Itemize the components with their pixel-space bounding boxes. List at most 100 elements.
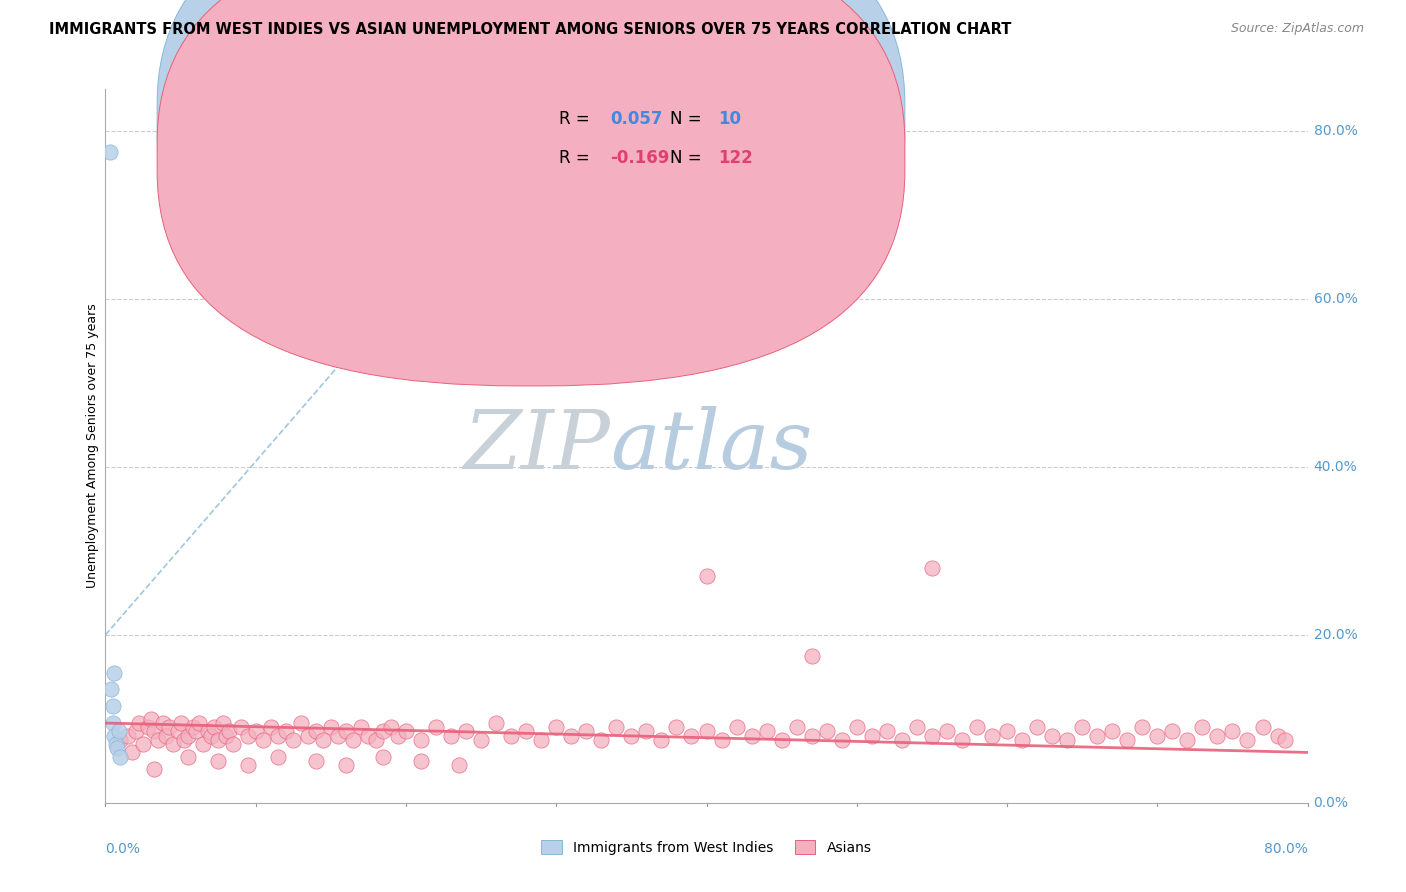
Point [1040, 729, 1063, 743]
Point [1251, 720, 1274, 734]
Point [267, 749, 290, 764]
Point [530, 732, 553, 747]
Point [238, 729, 260, 743]
Text: 122: 122 [718, 149, 754, 167]
Text: IMMIGRANTS FROM WEST INDIES VS ASIAN UNEMPLOYMENT AMONG SENIORS OVER 75 YEARS CO: IMMIGRANTS FROM WEST INDIES VS ASIAN UNE… [49, 22, 1011, 37]
Text: N =: N = [671, 149, 702, 167]
Point [800, 729, 823, 743]
Point [373, 724, 395, 739]
Text: 20.0%: 20.0% [1313, 628, 1357, 642]
Legend: Immigrants from West Indies, Asians: Immigrants from West Indies, Asians [536, 834, 877, 860]
FancyBboxPatch shape [157, 0, 905, 347]
Point [124, 724, 146, 739]
Point [197, 724, 219, 739]
Point [364, 732, 387, 747]
Point [319, 720, 342, 734]
Point [202, 720, 225, 734]
Point [252, 732, 274, 747]
Point [860, 729, 883, 743]
Point [800, 648, 823, 663]
Point [696, 724, 718, 739]
Point [710, 732, 733, 747]
Point [200, 729, 222, 743]
Text: ZIP: ZIP [464, 406, 610, 486]
Point [207, 754, 229, 768]
Point [981, 729, 1004, 743]
Point [121, 746, 143, 760]
Point [409, 732, 432, 747]
Point [342, 732, 364, 747]
Point [890, 732, 912, 747]
Point [409, 754, 432, 768]
Point [995, 724, 1018, 739]
Text: 60.0%: 60.0% [1313, 292, 1357, 306]
Point [1026, 720, 1049, 734]
Text: R =: R = [558, 111, 589, 128]
Point [155, 729, 177, 743]
Point [142, 762, 165, 776]
Point [620, 729, 643, 743]
Point [1222, 724, 1244, 739]
Point [187, 716, 209, 731]
Point [108, 724, 131, 739]
Text: 10: 10 [718, 111, 741, 128]
Text: 0.057: 0.057 [610, 111, 662, 128]
Point [191, 737, 214, 751]
Point [157, 720, 180, 734]
Point [214, 729, 236, 743]
Text: R =: R = [558, 149, 589, 167]
Point [815, 724, 838, 739]
Point [373, 749, 395, 764]
Point [335, 758, 357, 772]
Point [665, 720, 688, 734]
Text: 40.0%: 40.0% [1313, 460, 1357, 474]
Point [447, 758, 470, 772]
Point [650, 732, 672, 747]
Point [831, 732, 853, 747]
Text: 0.0%: 0.0% [1313, 796, 1348, 810]
Point [103, 729, 125, 743]
Point [136, 720, 159, 734]
Point [936, 724, 959, 739]
Point [591, 732, 613, 747]
Point [274, 724, 297, 739]
Point [260, 720, 283, 734]
Point [103, 665, 125, 680]
Point [104, 737, 127, 751]
Text: 0.0%: 0.0% [105, 842, 141, 856]
Point [387, 729, 409, 743]
Point [128, 716, 150, 731]
Text: N =: N = [671, 111, 702, 128]
Point [636, 724, 658, 739]
Point [950, 732, 973, 747]
Point [1116, 732, 1139, 747]
Point [357, 729, 380, 743]
Point [725, 720, 748, 734]
Point [1011, 732, 1033, 747]
Point [142, 724, 165, 739]
Point [1056, 732, 1078, 747]
Text: 80.0%: 80.0% [1313, 124, 1357, 138]
Point [605, 720, 627, 734]
Point [335, 724, 357, 739]
Point [1146, 729, 1168, 743]
Point [101, 699, 124, 714]
Point [350, 720, 373, 734]
Point [770, 732, 793, 747]
Point [238, 758, 260, 772]
Point [845, 720, 868, 734]
Point [267, 729, 290, 743]
Point [229, 720, 252, 734]
Point [181, 720, 204, 734]
Point [1274, 732, 1296, 747]
Point [1071, 720, 1094, 734]
Point [921, 729, 943, 743]
Point [166, 724, 188, 739]
Point [1130, 720, 1153, 734]
Point [162, 737, 184, 751]
Point [218, 724, 240, 739]
Point [100, 682, 122, 697]
Point [395, 724, 418, 739]
Point [110, 732, 132, 747]
Point [696, 569, 718, 583]
